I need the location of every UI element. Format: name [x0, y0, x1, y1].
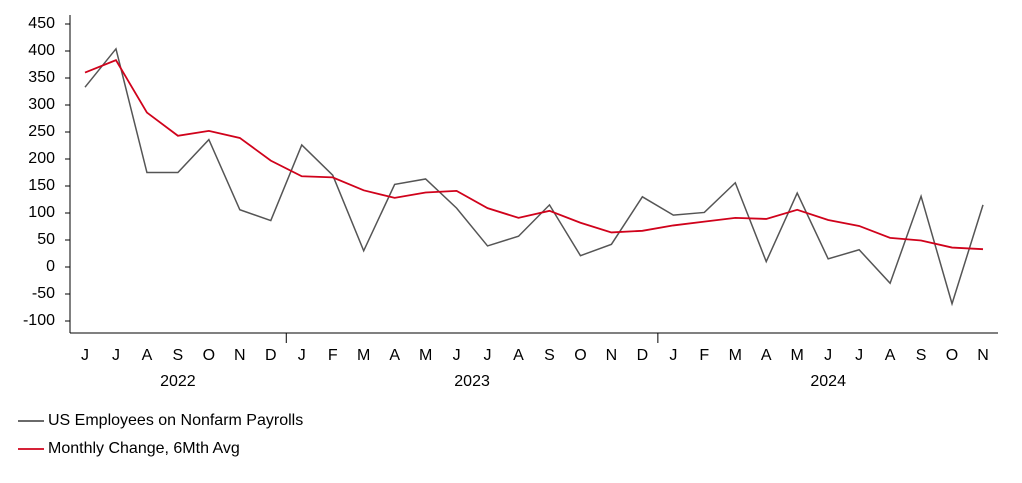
y-tick-label: -50	[32, 285, 55, 302]
x-tick-label: F	[699, 347, 709, 364]
x-tick-label: N	[606, 347, 618, 364]
legend-label: Monthly Change, 6Mth Avg	[48, 440, 240, 457]
series-line	[84, 59, 984, 251]
year-label: 2023	[454, 373, 490, 390]
x-tick-label: M	[729, 347, 742, 364]
year-label: 2024	[810, 373, 846, 390]
series-line	[84, 47, 984, 307]
x-tick-label: O	[574, 347, 586, 364]
y-tick-label: 350	[28, 69, 55, 86]
x-tick-label: M	[357, 347, 370, 364]
x-tick-label: A	[389, 347, 400, 364]
x-tick-label: J	[824, 347, 832, 364]
x-tick-label: O	[946, 347, 958, 364]
y-tick-label: 0	[46, 258, 55, 275]
y-tick-label: 400	[28, 42, 55, 59]
x-tick-label: A	[513, 347, 524, 364]
x-tick-label: D	[637, 347, 649, 364]
x-tick-label: S	[916, 347, 927, 364]
y-tick-label: 250	[28, 123, 55, 140]
year-label: 2022	[160, 373, 196, 390]
x-tick-label: J	[484, 347, 492, 364]
x-tick-label: A	[885, 347, 896, 364]
x-tick-label: J	[298, 347, 306, 364]
x-tick-label: J	[453, 347, 461, 364]
y-tick-label: -100	[23, 312, 55, 329]
legend-label: US Employees on Nonfarm Payrolls	[48, 412, 303, 429]
x-tick-label: J	[855, 347, 863, 364]
x-tick-label: N	[977, 347, 989, 364]
y-tick-label: 200	[28, 150, 55, 167]
x-tick-label: S	[544, 347, 555, 364]
y-tick-label: 100	[28, 204, 55, 221]
x-tick-label: O	[203, 347, 215, 364]
x-tick-label: A	[142, 347, 153, 364]
x-tick-label: J	[112, 347, 120, 364]
y-tick-label: 50	[37, 231, 55, 248]
x-tick-label: S	[173, 347, 184, 364]
x-tick-label: F	[328, 347, 338, 364]
y-tick-label: 450	[28, 15, 55, 32]
y-tick-label: 150	[28, 177, 55, 194]
x-tick-label: J	[81, 347, 89, 364]
x-tick-label: D	[265, 347, 277, 364]
x-tick-label: J	[669, 347, 677, 364]
x-tick-label: M	[791, 347, 804, 364]
x-tick-label: M	[419, 347, 432, 364]
x-tick-label: A	[761, 347, 772, 364]
x-tick-label: N	[234, 347, 246, 364]
y-tick-label: 300	[28, 96, 55, 113]
